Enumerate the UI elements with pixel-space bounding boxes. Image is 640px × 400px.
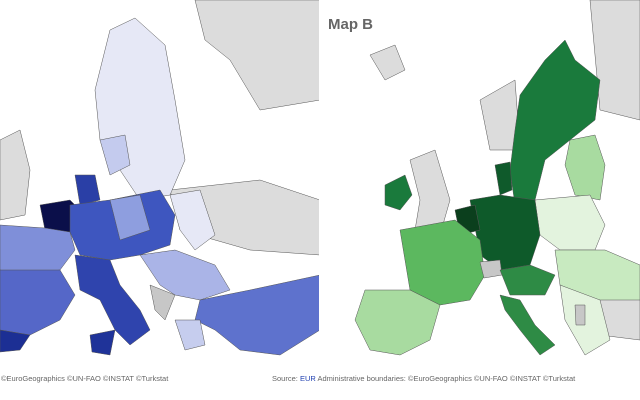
map-a [0, 0, 321, 372]
source: Source: EUR Administrative boundaries: ©… [272, 374, 575, 383]
maps [0, 0, 640, 372]
map-title: Map B [328, 16, 373, 33]
attribution: ©EuroGeographics ©UN-FAO ©INSTAT ©Turkst… [1, 374, 169, 383]
attribution: Administrative boundaries: ©EuroGeograph… [317, 374, 576, 383]
source-label: Source: [272, 374, 298, 383]
source-link[interactable]: EUR [299, 374, 316, 383]
map-b [320, 0, 640, 372]
